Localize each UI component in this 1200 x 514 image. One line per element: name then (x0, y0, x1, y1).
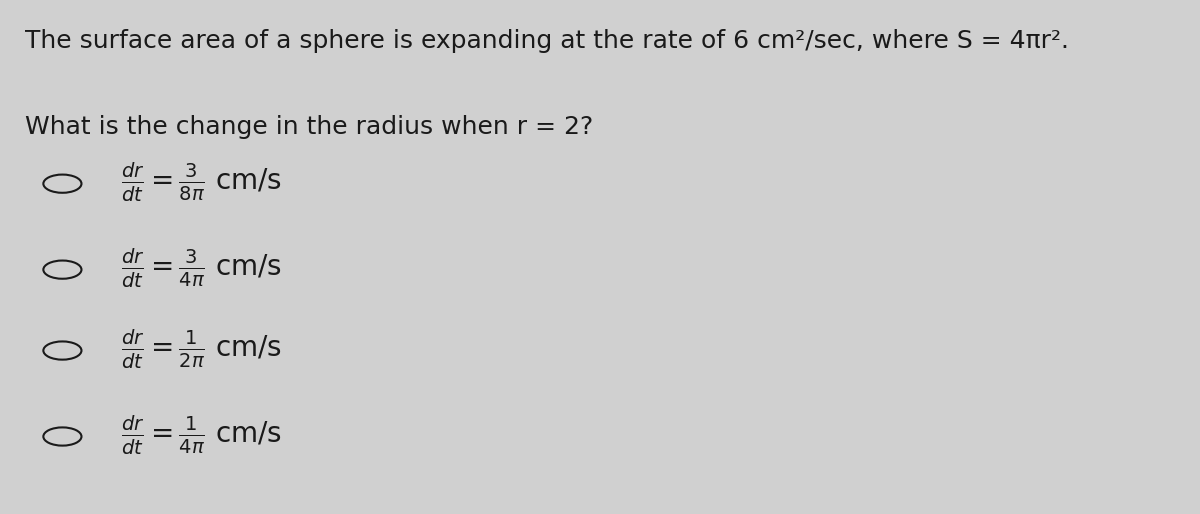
Text: $\frac{dr}{dt} = \frac{3}{8\pi}$ cm/s: $\frac{dr}{dt} = \frac{3}{8\pi}$ cm/s (121, 161, 282, 205)
Text: The surface area of a sphere is expanding at the rate of 6 cm²/sec, where S = 4π: The surface area of a sphere is expandin… (25, 29, 1069, 53)
Text: $\frac{dr}{dt} = \frac{1}{2\pi}$ cm/s: $\frac{dr}{dt} = \frac{1}{2\pi}$ cm/s (121, 328, 282, 371)
Text: $\frac{dr}{dt} = \frac{1}{4\pi}$ cm/s: $\frac{dr}{dt} = \frac{1}{4\pi}$ cm/s (121, 414, 282, 457)
Text: What is the change in the radius when r = 2?: What is the change in the radius when r … (25, 116, 594, 139)
Text: $\frac{dr}{dt} = \frac{3}{4\pi}$ cm/s: $\frac{dr}{dt} = \frac{3}{4\pi}$ cm/s (121, 247, 282, 290)
